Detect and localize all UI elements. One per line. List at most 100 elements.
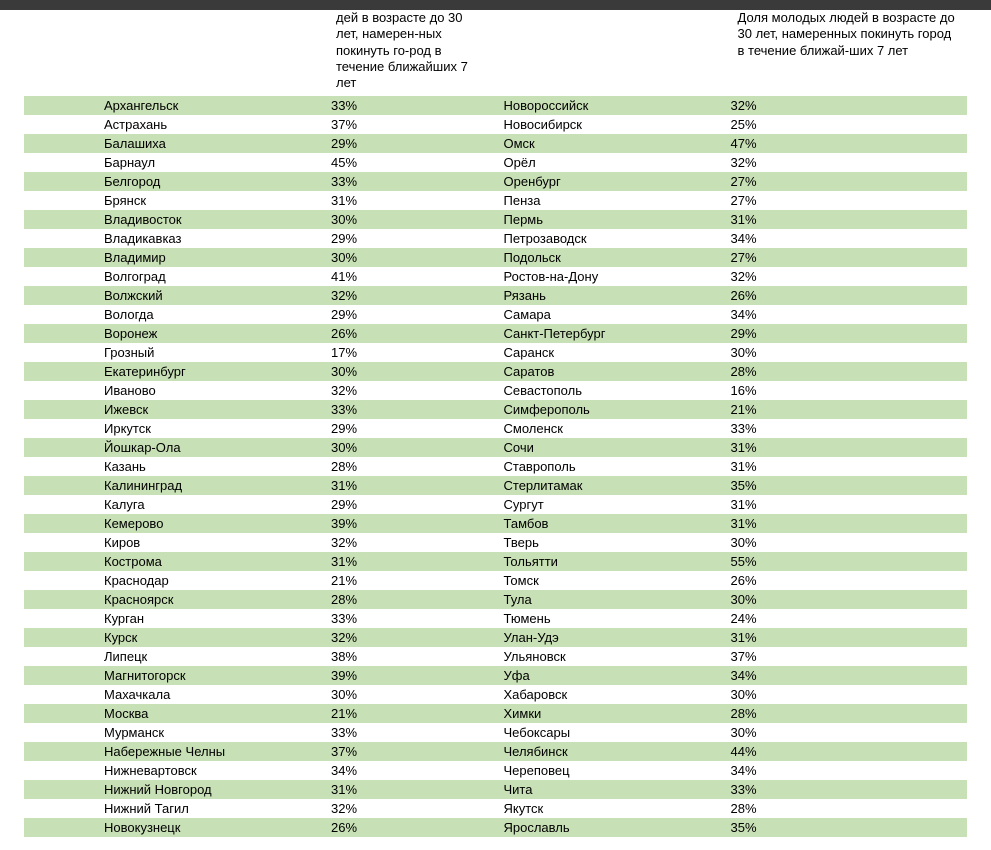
value-cell: 26% <box>731 286 821 305</box>
table-row: Нижний Тагил32% <box>24 799 496 818</box>
value-cell: 33% <box>331 400 421 419</box>
value-cell: 33% <box>731 419 821 438</box>
city-cell: Симферополь <box>496 400 731 419</box>
value-cell: 30% <box>731 590 821 609</box>
city-cell: Калининград <box>96 476 331 495</box>
city-cell: Новокузнецк <box>96 818 331 837</box>
city-cell: Нижний Тагил <box>96 799 331 818</box>
table-row: Балашиха29% <box>24 134 496 153</box>
value-cell: 30% <box>731 685 821 704</box>
value-cell: 33% <box>331 723 421 742</box>
table-row: Оренбург27% <box>496 172 968 191</box>
city-cell: Самара <box>496 305 731 324</box>
table-row: Тамбов31% <box>496 514 968 533</box>
value-cell: 32% <box>731 267 821 286</box>
value-cell: 29% <box>331 305 421 324</box>
city-cell: Якутск <box>496 799 731 818</box>
city-cell: Брянск <box>96 191 331 210</box>
table-row: Стерлитамак35% <box>496 476 968 495</box>
value-cell: 35% <box>731 476 821 495</box>
city-cell: Ростов-на-Дону <box>496 267 731 286</box>
table-row: Челябинск44% <box>496 742 968 761</box>
value-cell: 44% <box>731 742 821 761</box>
city-cell: Вологда <box>96 305 331 324</box>
value-cell: 26% <box>331 818 421 837</box>
value-cell: 27% <box>731 248 821 267</box>
city-cell: Липецк <box>96 647 331 666</box>
city-cell: Севастополь <box>496 381 731 400</box>
city-cell: Уфа <box>496 666 731 685</box>
table-row: Кострома31% <box>24 552 496 571</box>
city-cell: Набережные Челны <box>96 742 331 761</box>
value-cell: 34% <box>731 229 821 248</box>
city-cell: Калуга <box>96 495 331 514</box>
value-cell: 30% <box>331 685 421 704</box>
value-cell: 30% <box>331 438 421 457</box>
city-cell: Ижевск <box>96 400 331 419</box>
table-row: Самара34% <box>496 305 968 324</box>
value-cell: 21% <box>331 704 421 723</box>
table-row: Новосибирск25% <box>496 115 968 134</box>
value-cell: 37% <box>331 742 421 761</box>
city-cell: Красноярск <box>96 590 331 609</box>
table-row: Барнаул45% <box>24 153 496 172</box>
value-cell: 31% <box>731 457 821 476</box>
city-cell: Магнитогорск <box>96 666 331 685</box>
city-cell: Владивосток <box>96 210 331 229</box>
table-row: Белгород33% <box>24 172 496 191</box>
value-cell: 32% <box>331 628 421 647</box>
city-cell: Новосибирск <box>496 115 731 134</box>
table-row: Брянск31% <box>24 191 496 210</box>
city-cell: Рязань <box>496 286 731 305</box>
value-cell: 32% <box>731 153 821 172</box>
table-container: дей в возрасте до 30 лет, намерен-ных по… <box>0 10 991 837</box>
city-cell: Кемерово <box>96 514 331 533</box>
table-row: Улан-Удэ31% <box>496 628 968 647</box>
city-cell: Череповец <box>496 761 731 780</box>
city-cell: Москва <box>96 704 331 723</box>
table-row: Севастополь16% <box>496 381 968 400</box>
city-cell: Мурманск <box>96 723 331 742</box>
table-row: Йошкар-Ола30% <box>24 438 496 457</box>
city-cell: Грозный <box>96 343 331 362</box>
table-row: Тула30% <box>496 590 968 609</box>
table-row: Саранск30% <box>496 343 968 362</box>
value-cell: 32% <box>331 799 421 818</box>
value-cell: 47% <box>731 134 821 153</box>
value-cell: 27% <box>731 191 821 210</box>
value-cell: 28% <box>331 590 421 609</box>
city-cell: Стерлитамак <box>496 476 731 495</box>
city-cell: Ульяновск <box>496 647 731 666</box>
value-cell: 34% <box>331 761 421 780</box>
value-cell: 32% <box>331 286 421 305</box>
city-cell: Химки <box>496 704 731 723</box>
city-cell: Белгород <box>96 172 331 191</box>
table-row: Пенза27% <box>496 191 968 210</box>
table-row: Махачкала30% <box>24 685 496 704</box>
table-row: Липецк38% <box>24 647 496 666</box>
city-cell: Воронеж <box>96 324 331 343</box>
left-column: дей в возрасте до 30 лет, намерен-ных по… <box>24 10 496 837</box>
table-row: Орёл32% <box>496 153 968 172</box>
value-cell: 29% <box>331 495 421 514</box>
city-cell: Тюмень <box>496 609 731 628</box>
city-cell: Петрозаводск <box>496 229 731 248</box>
city-cell: Кострома <box>96 552 331 571</box>
value-cell: 32% <box>731 96 821 115</box>
table-row: Вологда29% <box>24 305 496 324</box>
top-bar <box>0 0 991 10</box>
left-column-header: дей в возрасте до 30 лет, намерен-ных по… <box>24 10 496 96</box>
value-cell: 24% <box>731 609 821 628</box>
table-row: Тольятти55% <box>496 552 968 571</box>
table-row: Калуга29% <box>24 495 496 514</box>
city-cell: Екатеринбург <box>96 362 331 381</box>
table-row: Саратов28% <box>496 362 968 381</box>
value-cell: 26% <box>731 571 821 590</box>
value-cell: 31% <box>331 191 421 210</box>
value-cell: 25% <box>731 115 821 134</box>
value-cell: 21% <box>331 571 421 590</box>
value-cell: 31% <box>731 628 821 647</box>
city-cell: Чита <box>496 780 731 799</box>
table-row: Красноярск28% <box>24 590 496 609</box>
value-cell: 41% <box>331 267 421 286</box>
